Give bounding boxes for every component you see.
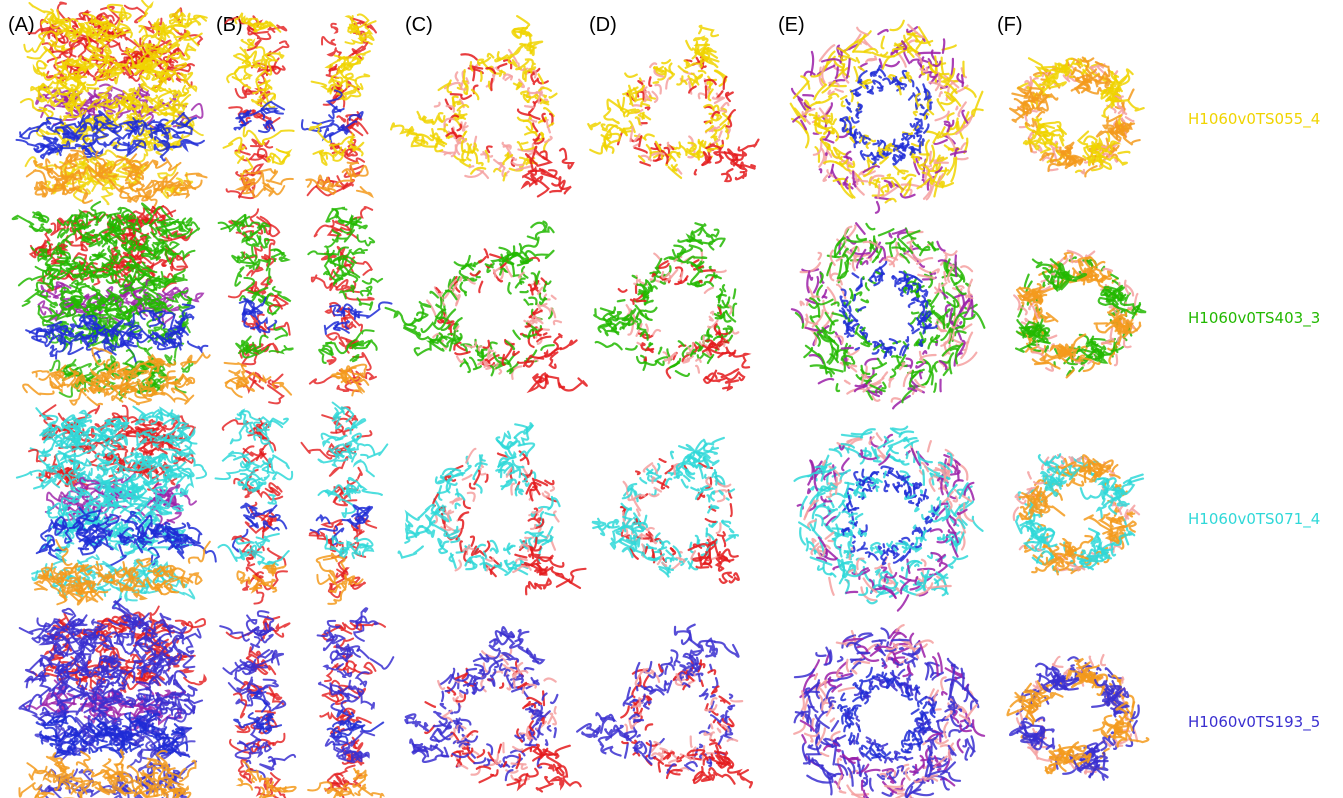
core-ring-structure	[1013, 249, 1147, 379]
monomer-slice-structure	[214, 401, 389, 605]
model-label-3: H1060v0TS071_4	[1188, 510, 1321, 528]
panel-label-e: (E)	[778, 14, 805, 36]
model-label-1: H1060v0TS055_4	[1188, 110, 1321, 128]
core-ring-structure	[1009, 56, 1145, 178]
panel-label-f: (F)	[997, 14, 1023, 36]
oligomer-ring-structure	[793, 624, 986, 798]
monomer-slice-structure	[219, 607, 395, 798]
panel-label-c: (C)	[405, 14, 433, 36]
top-view-ring-structure	[384, 220, 588, 394]
top-view-ring-structure	[397, 422, 587, 596]
top-view-ring-structure-alt	[593, 222, 752, 392]
top-view-ring-structure-alt	[576, 623, 753, 789]
core-ring-structure	[1006, 653, 1150, 781]
model-label-2: H1060v0TS403_3	[1188, 309, 1321, 327]
core-ring-structure	[1012, 453, 1145, 576]
oligomer-ring-structure	[790, 222, 986, 410]
top-view-ring-structure	[390, 15, 575, 198]
structure-row-3	[15, 401, 1145, 612]
structure-row-1	[15, 0, 1145, 214]
top-view-ring-structure-alt	[586, 24, 760, 183]
side-view-structure	[15, 0, 208, 209]
side-view-structure	[18, 597, 207, 798]
model-label-4: H1060v0TS193_5	[1188, 713, 1321, 731]
top-view-ring-structure-alt	[591, 436, 740, 584]
structure-row-2	[11, 200, 1147, 410]
oligomer-ring-structure	[793, 425, 984, 612]
oligomer-ring-structure	[789, 19, 984, 214]
side-view-structure	[11, 200, 211, 407]
monomer-slice-structure	[222, 12, 377, 200]
side-view-structure	[15, 404, 217, 608]
structure-row-4	[18, 597, 1150, 798]
panel-label-a: (A)	[8, 14, 35, 36]
top-view-ring-structure	[404, 626, 582, 793]
panel-label-d: (D)	[589, 14, 617, 36]
monomer-slice-structure	[217, 206, 393, 405]
